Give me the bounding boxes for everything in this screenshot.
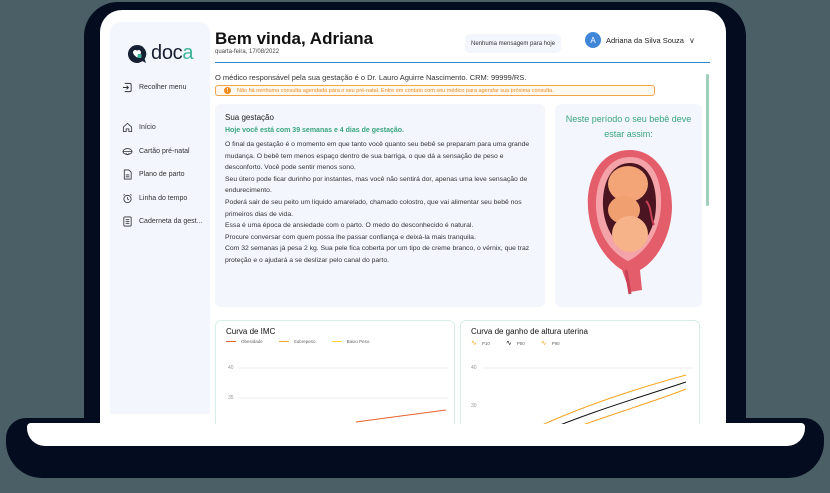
uterine-chart-plot [483, 367, 693, 424]
notebook-icon [122, 216, 133, 227]
chevron-down-icon: ∨ [688, 35, 695, 45]
sidebar-item-cartao-pre-natal[interactable]: Cartão pré-natal [122, 146, 202, 157]
legend-swatch-icon [278, 340, 289, 343]
gestation-paragraph: Seu útero pode ficar durinho por instant… [225, 175, 528, 195]
wave-icon: ∿ [540, 340, 547, 347]
appointment-alert: ! Não há nenhuma consulta agendada para … [215, 85, 655, 96]
gestation-card: Sua gestação Hoje você está com 39 seman… [215, 104, 545, 307]
warning-icon: ! [224, 87, 231, 94]
sidebar-item-plano-de-parto[interactable]: Plano de parto [122, 169, 202, 180]
collapse-menu-button[interactable]: Recolher menu [122, 82, 186, 93]
sidebar-item-label: Início [139, 124, 156, 131]
legend-swatch-icon [226, 340, 236, 343]
gestation-paragraph: Com 32 semanas já pesa 2 kg. Sua pele fi… [225, 245, 530, 264]
sidebar-item-inicio[interactable]: Início [122, 122, 202, 133]
gestation-description: O final da gestação é o momento em que t… [225, 139, 535, 267]
sidebar-item-label: Linha do tempo [139, 194, 188, 202]
gestation-paragraph: Poderá sair de seu peito um líquido amar… [225, 198, 522, 218]
baby-development-card: Neste período o seu bebê deve estar assi… [555, 104, 702, 307]
page-title: Bem vinda, Adriana [215, 29, 374, 48]
collapse-menu-label: Recolher menu [139, 84, 187, 91]
messages-badge[interactable]: Nenhuma mensagem para hoje [465, 34, 562, 53]
legend-item-p10[interactable]: ∿ P10 [471, 340, 490, 347]
avatar: A [585, 32, 601, 48]
legend-item-p50[interactable]: ∿ P50 [505, 340, 525, 347]
sidebar-item-label: Caderneta da gest... [139, 218, 203, 225]
collapse-menu-icon [122, 82, 133, 93]
gestation-weeks: Hoje você está com 39 semanas e 4 dias d… [225, 127, 404, 134]
legend-item-baixo-peso[interactable]: Baixo Peso [331, 339, 369, 344]
logo-text: doca [151, 42, 194, 64]
scrollbar[interactable] [706, 74, 709, 206]
imc-chart-title: Curva de IMC [226, 327, 276, 336]
current-date: quarta-feira, 17/08/2022 [215, 49, 280, 55]
legend-swatch-icon [331, 340, 342, 343]
imc-chart-legend: Obesidade Sobrepeso Baixo Peso [226, 339, 444, 344]
doctor-info: O médico responsável pela sua gestação é… [215, 73, 527, 82]
y-tick: 35 [228, 395, 234, 401]
app-screen: doca Recolher menu Início Cartão pré-nat… [100, 10, 726, 424]
user-name: Adriana da Silva Souza [606, 35, 684, 45]
alert-text: Não há nenhuma consulta agendada para o … [237, 87, 554, 94]
user-menu[interactable]: A Adriana da Silva Souza ∨ [585, 32, 695, 48]
gestation-paragraph: Essa é uma época de ansiedade com o part… [225, 222, 474, 230]
wave-icon: ∿ [505, 340, 512, 347]
sidebar-item-linha-do-tempo[interactable]: Linha do tempo [122, 193, 202, 204]
imc-chart-card: Curva de IMC Obesidade Sobrepeso Baixo P… [215, 320, 455, 424]
document-icon [122, 169, 133, 180]
wave-icon: ∿ [471, 340, 477, 347]
card-icon [122, 146, 133, 157]
sidebar-item-label: Cartão pré-natal [139, 147, 190, 155]
baby-title: Neste período o seu bebê deve estar assi… [565, 114, 692, 139]
sidebar: doca Recolher menu Início Cartão pré-nat… [110, 22, 210, 414]
uterine-chart-card: Curva de ganho de altura uterina ∿ P10 ∿ P… [460, 320, 700, 424]
legend-item-p90[interactable]: ∿ P90 [540, 340, 560, 347]
imc-chart-plot [238, 367, 448, 423]
sidebar-item-caderneta[interactable]: Caderneta da gest... [122, 216, 202, 227]
logo[interactable]: doca [127, 42, 193, 65]
header-divider [215, 62, 710, 63]
home-icon [122, 122, 133, 133]
sidebar-nav: Início Cartão pré-natal Plano de parto L… [122, 122, 202, 240]
y-tick: 40 [471, 365, 477, 371]
y-tick: 40 [228, 365, 234, 371]
legend-item-obesidade[interactable]: Obesidade [226, 339, 263, 344]
gestation-title: Sua gestação [225, 113, 274, 122]
logo-icon [127, 44, 147, 64]
alarm-clock-icon [122, 193, 133, 204]
gestation-paragraph: Procure conversar com quem possa lhe pas… [225, 233, 476, 241]
gestation-paragraph: O final da gestação é o momento em que t… [225, 141, 530, 172]
sidebar-item-label: Plano de parto [139, 171, 185, 178]
fetus-illustration [587, 150, 672, 295]
y-tick: 30 [471, 403, 477, 409]
legend-item-sobrepeso[interactable]: Sobrepeso [278, 339, 316, 344]
uterine-chart-title: Curva de ganho de altura uterina [471, 327, 588, 336]
uterine-chart-legend: ∿ P10 ∿ P50 ∿ P90 [471, 339, 689, 347]
laptop-base [27, 423, 805, 446]
